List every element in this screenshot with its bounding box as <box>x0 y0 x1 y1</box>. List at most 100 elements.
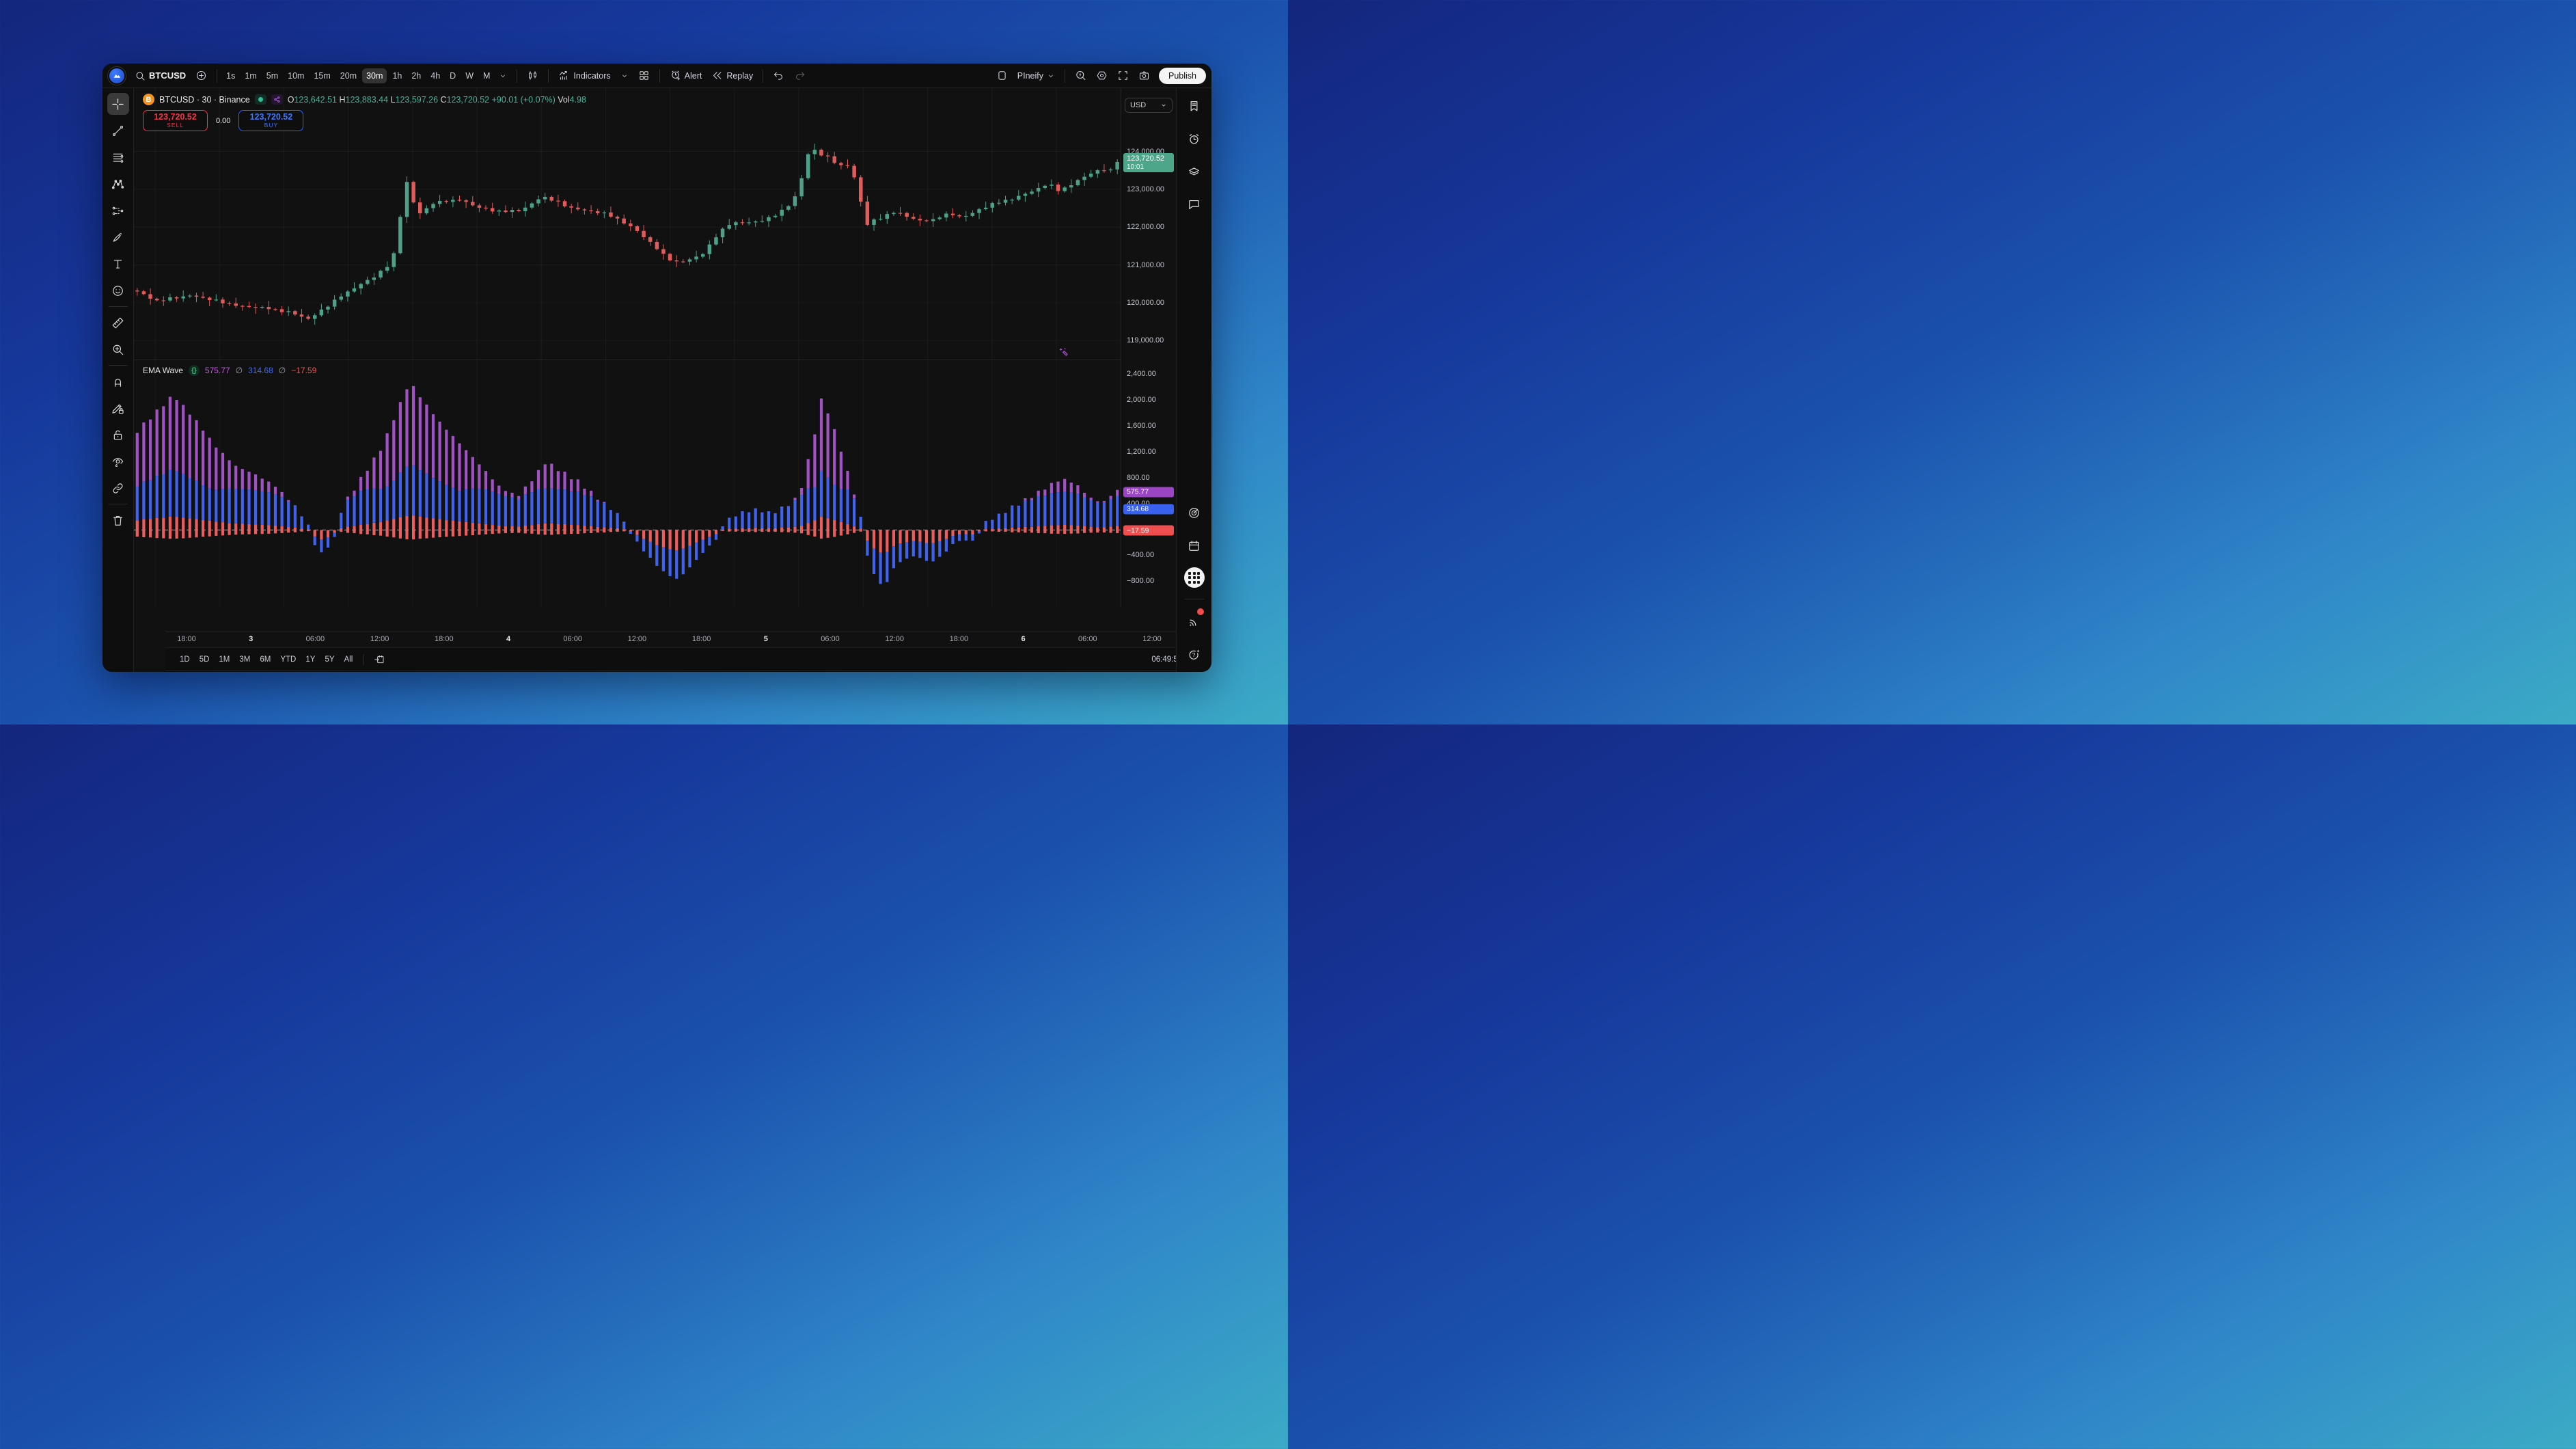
edit-lock-tool-icon[interactable] <box>107 397 129 419</box>
alert-button[interactable]: Alert <box>665 67 707 84</box>
watchlist-icon[interactable] <box>1183 95 1205 117</box>
search-icon <box>135 70 146 81</box>
price-axis-label: 123,000.00 <box>1127 185 1165 193</box>
ema-sep-1: ∅ <box>235 366 243 375</box>
timeframe-10m[interactable]: 10m <box>288 70 305 81</box>
screener-icon[interactable] <box>1183 502 1205 524</box>
xabcd-pattern-tool-icon[interactable] <box>107 173 129 195</box>
histogram-layer <box>135 385 1119 584</box>
ema-value-3: −17.59 <box>291 366 317 375</box>
app-logo-icon[interactable] <box>107 66 126 85</box>
price-chart-canvas[interactable] <box>134 88 1121 360</box>
symbol-search-button[interactable]: BTCUSD <box>130 68 191 84</box>
timeframe-dropdown[interactable] <box>494 69 512 83</box>
range-1y[interactable]: 1Y <box>305 655 316 664</box>
quick-search-button[interactable] <box>1070 67 1091 84</box>
chat-icon[interactable] <box>1183 193 1205 215</box>
ema-axis-label: 2,000.00 <box>1127 395 1156 404</box>
apps-grid-icon[interactable] <box>1183 567 1205 588</box>
sell-price: 123,720.52 <box>154 112 197 122</box>
calendar-icon[interactable] <box>1183 534 1205 556</box>
timeframe-D[interactable]: D <box>450 70 456 81</box>
ema-wave-pane[interactable]: EMA Wave {} 575.77 ∅ 314.68 ∅ −17.59 <box>134 360 1121 608</box>
close-label: C <box>440 94 447 105</box>
ema-chart-canvas[interactable] <box>134 360 1121 608</box>
zoom-in-tool-icon[interactable] <box>107 338 129 360</box>
range-all[interactable]: All <box>344 655 353 664</box>
magnet-tool-icon[interactable] <box>107 370 129 392</box>
crosshair-tool-icon[interactable] <box>107 93 129 115</box>
range-5y[interactable]: 5Y <box>325 655 335 664</box>
timeframe-30m[interactable]: 30m <box>362 68 387 83</box>
link-tool-icon[interactable] <box>107 477 129 499</box>
timeframe-M[interactable]: M <box>483 70 491 81</box>
ruler-tool-icon[interactable] <box>107 312 129 334</box>
range-1d[interactable]: 1D <box>180 655 190 664</box>
ema-wave-title[interactable]: EMA Wave <box>143 366 183 375</box>
sell-label: SELL <box>167 121 184 128</box>
help-icon[interactable]: ? <box>1183 643 1205 665</box>
redo-button[interactable] <box>789 67 810 84</box>
sell-button[interactable]: 123,720.52 SELL <box>143 110 208 131</box>
time-axis[interactable]: 18:00 3 06:00 12:00 18:00 4 06:00 12:00 18:00 5 06… <box>165 632 1207 647</box>
ema-sep-2: ∅ <box>278 366 286 375</box>
trash-tool-icon[interactable] <box>107 509 129 531</box>
timeframe-1m[interactable]: 1m <box>245 70 257 81</box>
alerts-icon[interactable] <box>1183 128 1205 150</box>
range-6m[interactable]: 6M <box>260 655 271 664</box>
fullscreen-button[interactable] <box>1112 67 1134 84</box>
timeframe-W[interactable]: W <box>465 70 474 81</box>
time-axis-label: 4 <box>506 635 511 643</box>
timeframe-1s[interactable]: 1s <box>226 70 236 81</box>
object-tree-icon[interactable] <box>1183 161 1205 182</box>
market-status-icon[interactable] <box>254 94 266 105</box>
currency-dropdown[interactable]: USD <box>1125 98 1173 113</box>
indicators-templates-dropdown[interactable] <box>616 69 633 83</box>
text-tool-icon[interactable] <box>107 253 129 275</box>
range-1m[interactable]: 1M <box>219 655 230 664</box>
bitcoin-icon: B <box>143 94 154 105</box>
lock-open-tool-icon[interactable] <box>107 424 129 446</box>
timeframe-5m[interactable]: 5m <box>266 70 279 81</box>
layout-grid-button[interactable] <box>633 67 655 84</box>
price-axis[interactable]: USD 124,000.00 123,000.00 122,000.00 121,00… <box>1121 88 1176 607</box>
replay-button[interactable]: Replay <box>707 67 758 84</box>
hide-eye-tool-icon[interactable] <box>107 450 129 472</box>
snapshot-button[interactable] <box>1134 67 1155 84</box>
replay-label: Replay <box>726 70 754 81</box>
buy-button[interactable]: 123,720.52 BUY <box>238 110 304 131</box>
trend-line-tool-icon[interactable] <box>107 120 129 141</box>
publish-button[interactable]: Publish <box>1159 67 1206 84</box>
timeframe-2h[interactable]: 2h <box>411 70 422 81</box>
price-pane[interactable]: B BTCUSD · 30 · Binance O123,642.51 H123… <box>134 88 1121 360</box>
timeframe-4h[interactable]: 4h <box>430 70 441 81</box>
compare-add-button[interactable] <box>191 67 212 84</box>
range-3m[interactable]: 3M <box>239 655 251 664</box>
layout-name-dropdown[interactable]: PIneify <box>1013 68 1060 83</box>
fib-retracement-tool-icon[interactable] <box>107 146 129 168</box>
range-5d[interactable]: 5D <box>199 655 210 664</box>
timeframe-20m[interactable]: 20m <box>340 70 357 81</box>
undo-button[interactable] <box>768 67 789 84</box>
chart-type-button[interactable] <box>522 67 543 84</box>
emoji-tool-icon[interactable] <box>107 280 129 301</box>
time-axis-label: 06:00 <box>305 635 325 643</box>
indicators-button[interactable]: Indicators <box>553 67 615 84</box>
timeframe-15m[interactable]: 15m <box>314 70 331 81</box>
layout-name-label: PIneify <box>1017 70 1043 81</box>
source-code-icon[interactable]: {} <box>188 365 200 376</box>
brush-tool-icon[interactable] <box>107 226 129 248</box>
low-value: 123,597.26 <box>395 94 439 105</box>
forecast-tool-icon[interactable] <box>107 200 129 221</box>
ema-value-2: 314.68 <box>248 366 273 375</box>
range-ytd[interactable]: YTD <box>280 655 297 664</box>
goto-date-icon[interactable] <box>369 651 389 668</box>
share-icon[interactable] <box>271 94 283 105</box>
notification-dot <box>1196 608 1204 615</box>
broadcast-icon[interactable] <box>1183 608 1205 632</box>
timeframe-1h[interactable]: 1h <box>392 70 402 81</box>
symbol-title[interactable]: BTCUSD · 30 · Binance <box>159 94 250 105</box>
settings-button[interactable] <box>1091 67 1112 84</box>
panel-toggle-button[interactable] <box>991 67 1013 84</box>
